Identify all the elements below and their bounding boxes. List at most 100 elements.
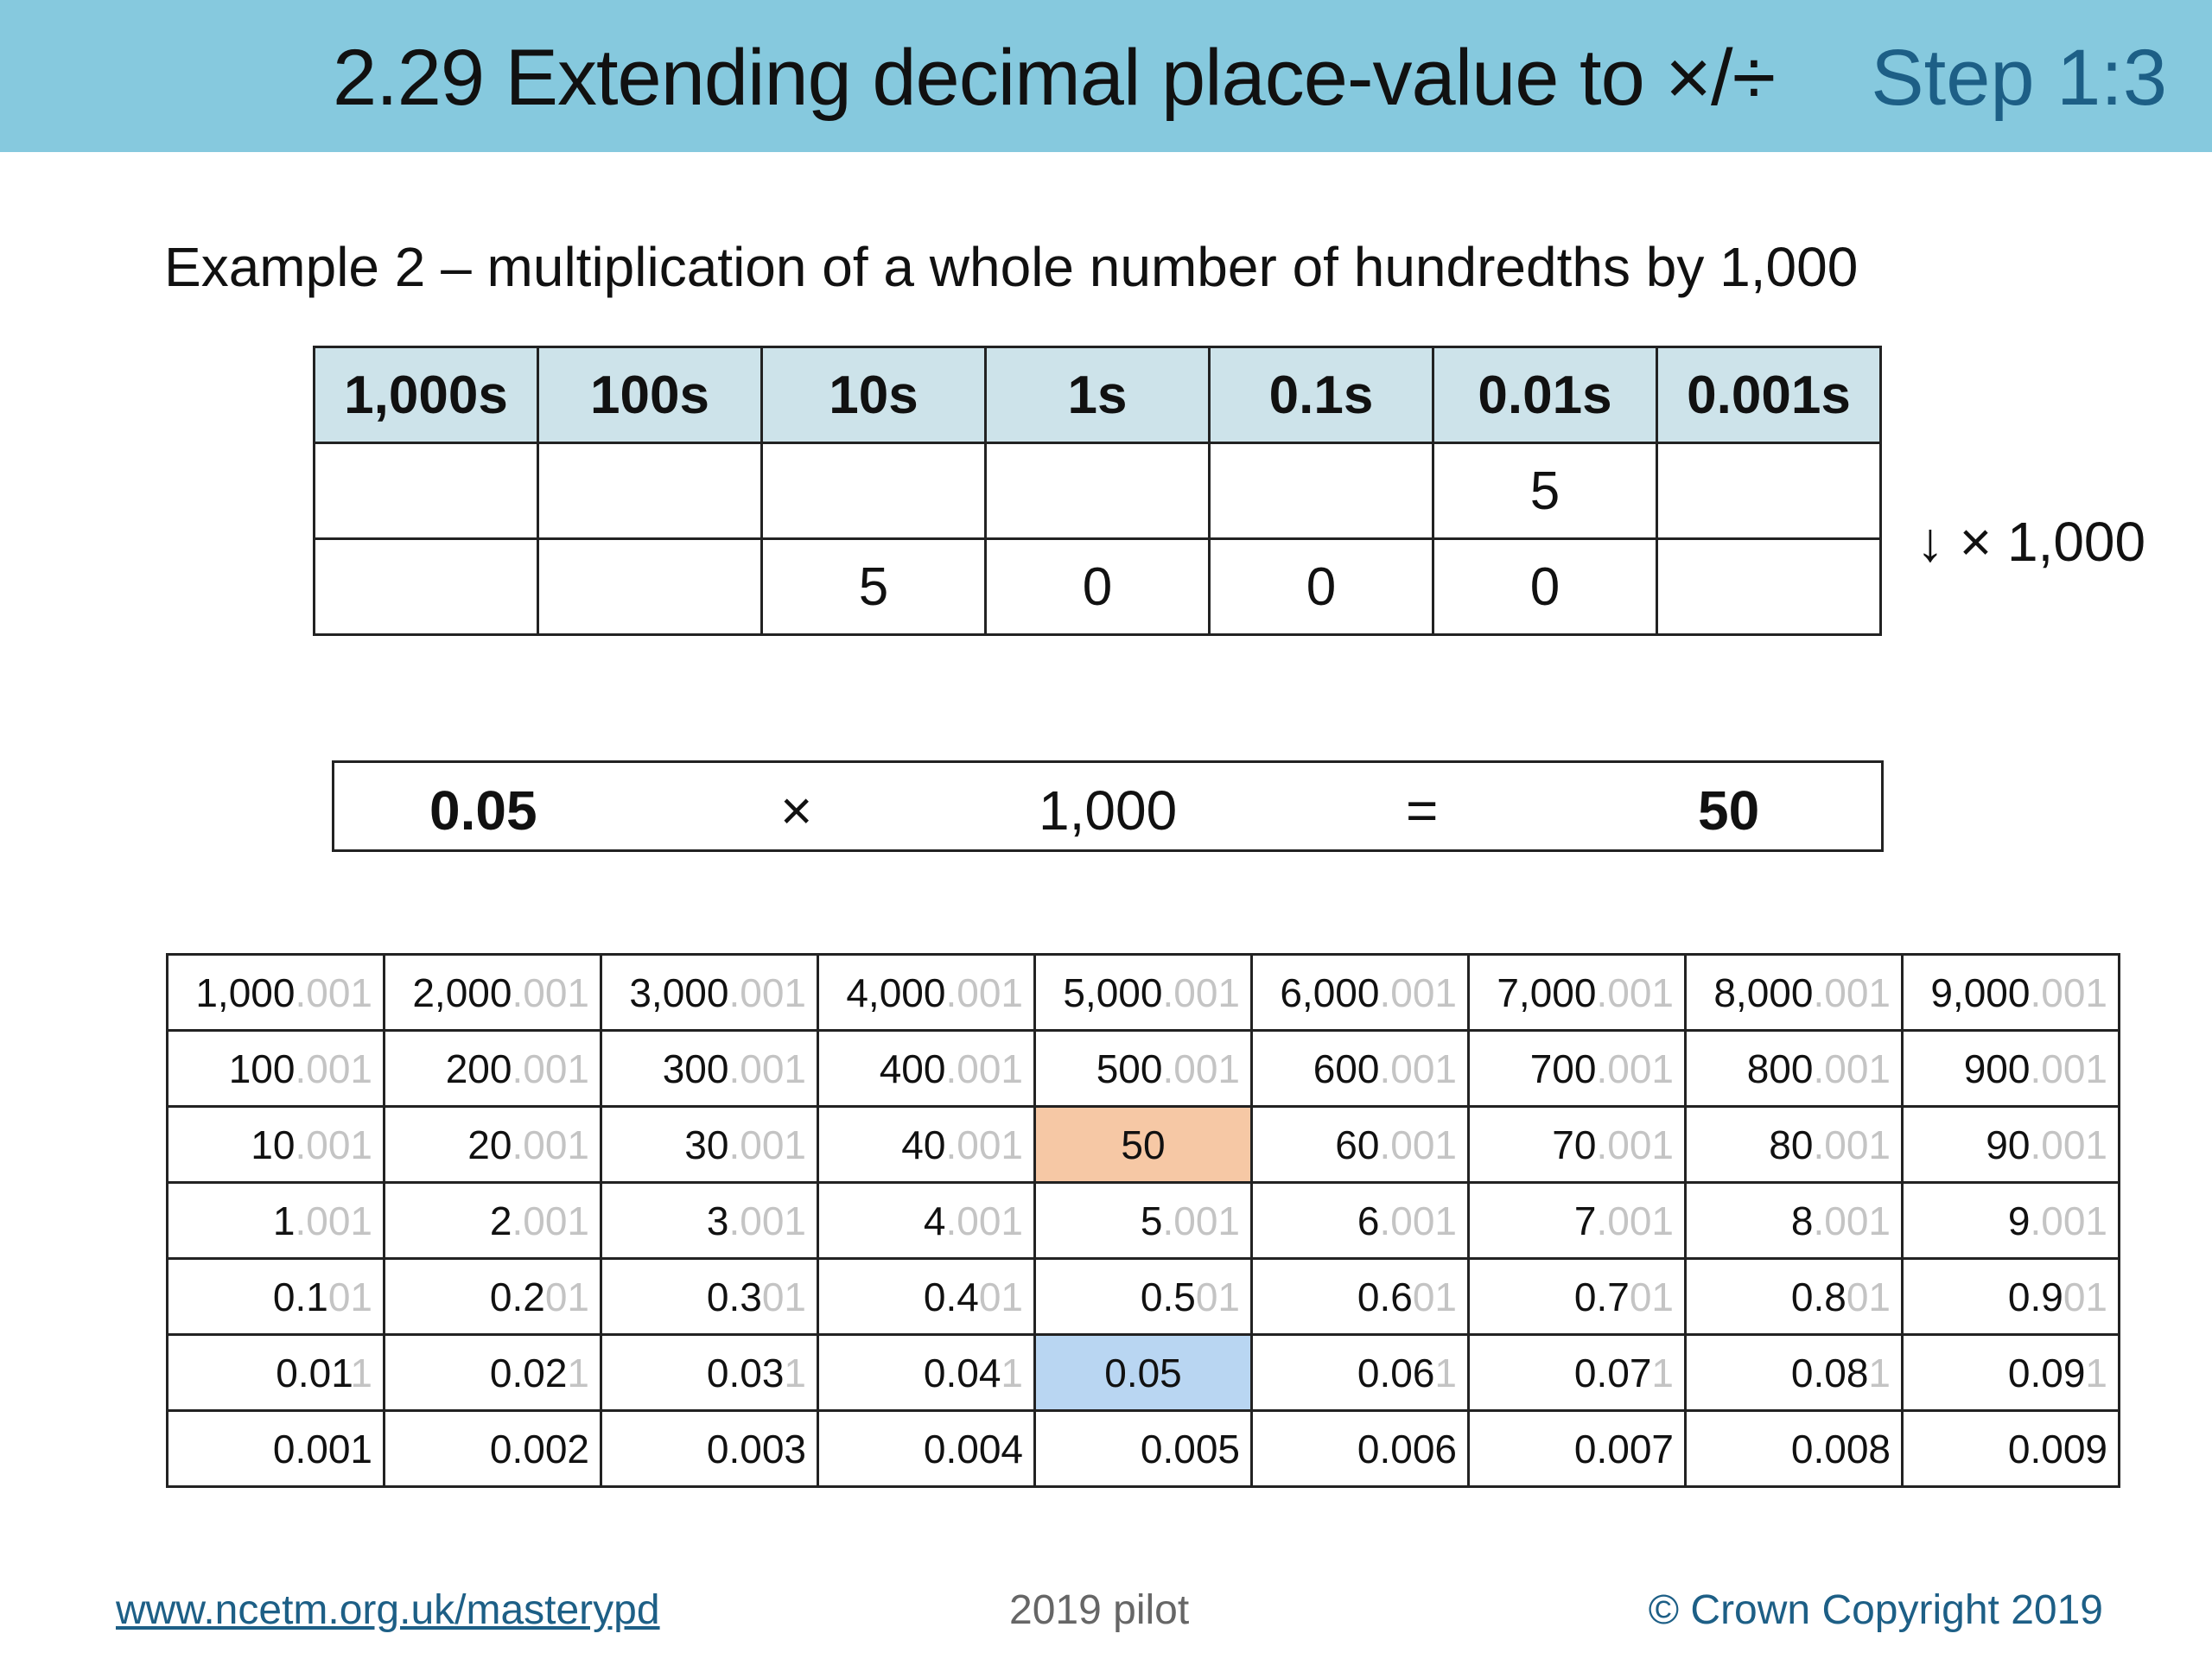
cell-ghost-digits: .001 — [1379, 1198, 1457, 1243]
header-cell: 1,000s — [313, 346, 539, 444]
equation-left-operand: 0.05 — [429, 779, 537, 842]
cell-value: 0.08 — [1790, 1350, 1869, 1395]
gattegno-cell: 50 — [1033, 1105, 1253, 1184]
cell-ghost-digits: .001 — [512, 969, 589, 1015]
header-cell: 100s — [537, 346, 763, 444]
cell-value: 0.008 — [1790, 1426, 1891, 1471]
cell-ghost-digits: .001 — [2030, 969, 2107, 1015]
cell-value: 1,000 — [195, 969, 296, 1015]
cell-ghost-digits: .001 — [945, 1198, 1023, 1243]
header-cell: 0.01s — [1432, 346, 1658, 444]
cell-ghost-digits: .001 — [1596, 1122, 1674, 1167]
pv-cell — [313, 442, 539, 540]
example-heading: Example 2 – multiplication of a whole nu… — [164, 236, 1859, 298]
cell-value: 4 — [923, 1198, 946, 1243]
gattegno-cell: 0.003 — [600, 1409, 819, 1488]
gattegno-cell: 6,000.001 — [1250, 953, 1470, 1032]
gattegno-cell: 0.021 — [383, 1333, 602, 1412]
equation-right-operand: 1,000 — [1039, 779, 1178, 842]
gattegno-cell: 0.601 — [1250, 1257, 1470, 1336]
multiply-sign: × — [780, 779, 813, 842]
cell-value: 300 — [662, 1046, 729, 1091]
gattegno-cell: 500.001 — [1033, 1029, 1253, 1108]
gattegno-cell: 8.001 — [1684, 1181, 1904, 1260]
gattegno-cell: 0.041 — [817, 1333, 1036, 1412]
gattegno-cell: 900.001 — [1901, 1029, 2120, 1108]
cell-value: 0.002 — [489, 1426, 589, 1471]
gattegno-cell: 40.001 — [817, 1105, 1036, 1184]
cell-ghost-digits: .001 — [295, 1122, 372, 1167]
cell-value: 0.5 — [1140, 1274, 1196, 1319]
cell-value: 2,000 — [412, 969, 512, 1015]
cell-value: 9 — [2007, 1198, 2031, 1243]
cell-ghost-digits: .001 — [945, 1046, 1023, 1091]
gattegno-cell: 0.031 — [600, 1333, 819, 1412]
cell-ghost-digits: 1 — [1001, 1350, 1023, 1395]
pv-cell — [760, 442, 987, 540]
cell-value: 9,000 — [1930, 969, 2031, 1015]
gattegno-row: 0.011 0.021 0.031 0.041 0.05 0.061 0.071 0.081 0… — [166, 1333, 2120, 1412]
cell-value: 500 — [1096, 1046, 1163, 1091]
page-title: 2.29 Extending decimal place-value to ×/… — [333, 34, 1776, 122]
gattegno-cell: 1.001 — [166, 1181, 385, 1260]
gattegno-cell: 6.001 — [1250, 1181, 1470, 1260]
pv-cell — [313, 537, 539, 636]
header-cell: 0.1s — [1208, 346, 1434, 444]
ncetm-link[interactable]: www.ncetm.org.uk/masterypd — [116, 1587, 660, 1633]
cell-ghost-digits: .001 — [2030, 1122, 2107, 1167]
cell-ghost-digits: .001 — [1813, 1198, 1891, 1243]
gattegno-cell: 3,000.001 — [600, 953, 819, 1032]
gattegno-cell: 0.008 — [1684, 1409, 1904, 1488]
pilot-label: 2019 pilot — [1009, 1587, 1190, 1633]
gattegno-cell: 4.001 — [817, 1181, 1036, 1260]
pv-cell: 5 — [1432, 442, 1658, 540]
cell-ghost-digits: .001 — [2030, 1198, 2107, 1243]
cell-value: 0.005 — [1140, 1426, 1240, 1471]
cell-value: 20 — [467, 1122, 512, 1167]
pv-cell: 5 — [760, 537, 987, 636]
gattegno-cell: 60.001 — [1250, 1105, 1470, 1184]
cell-ghost-digits: .001 — [1379, 969, 1457, 1015]
pv-cell — [1656, 537, 1882, 636]
place-value-row: 5 0 0 0 — [313, 537, 1882, 636]
cell-value: 6 — [1357, 1198, 1380, 1243]
cell-value: 10 — [251, 1122, 296, 1167]
gattegno-cell: 700.001 — [1467, 1029, 1687, 1108]
cell-value: 50 — [1121, 1122, 1166, 1167]
cell-ghost-digits: 01 — [544, 1274, 589, 1319]
cell-value: 0.7 — [1573, 1274, 1630, 1319]
pv-cell: 0 — [1208, 537, 1434, 636]
gattegno-cell: 0.801 — [1684, 1257, 1904, 1336]
gattegno-cell: 0.701 — [1467, 1257, 1687, 1336]
gattegno-cell: 0.071 — [1467, 1333, 1687, 1412]
gattegno-cell: 0.201 — [383, 1257, 602, 1336]
gattegno-cell: 30.001 — [600, 1105, 819, 1184]
gattegno-cell: 0.501 — [1033, 1257, 1253, 1336]
cell-value: 0.04 — [923, 1350, 1001, 1395]
place-value-row: 5 — [313, 442, 1882, 540]
cell-value: 7,000 — [1497, 969, 1597, 1015]
place-value-table: 1,000s 100s 10s 1s 0.1s 0.01s 0.001s 5 5… — [313, 346, 1882, 636]
cell-ghost-digits: .001 — [945, 1122, 1023, 1167]
cell-ghost-digits: 1 — [567, 1350, 589, 1395]
cell-value: 8,000 — [1713, 969, 1814, 1015]
cell-ghost-digits: 1 — [1434, 1350, 1457, 1395]
cell-ghost-digits: 1 — [1868, 1350, 1891, 1395]
cell-value: 800 — [1746, 1046, 1814, 1091]
gattegno-cell: 0.081 — [1684, 1333, 1904, 1412]
gattegno-row: 10.001 20.001 30.001 40.001 50 60.001 70.001 80… — [166, 1105, 2120, 1184]
gattegno-cell: 70.001 — [1467, 1105, 1687, 1184]
cell-ghost-digits: 01 — [978, 1274, 1023, 1319]
gattegno-cell: 2,000.001 — [383, 953, 602, 1032]
cell-ghost-digits: .001 — [1813, 1122, 1891, 1167]
gattegno-cell: 8,000.001 — [1684, 953, 1904, 1032]
cell-value: 0.01 — [276, 1350, 351, 1395]
cell-ghost-digits: .001 — [295, 969, 372, 1015]
gattegno-row: 0.101 0.201 0.301 0.401 0.501 0.601 0.701 0.801… — [166, 1257, 2120, 1336]
gattegno-cell: 0.009 — [1901, 1409, 2120, 1488]
cell-ghost-digits: 01 — [1412, 1274, 1457, 1319]
cell-ghost-digits: .001 — [1379, 1046, 1457, 1091]
gattegno-cell: 0.011 — [166, 1333, 385, 1412]
cell-ghost-digits: .001 — [1813, 1046, 1891, 1091]
cell-value: 3 — [706, 1198, 729, 1243]
